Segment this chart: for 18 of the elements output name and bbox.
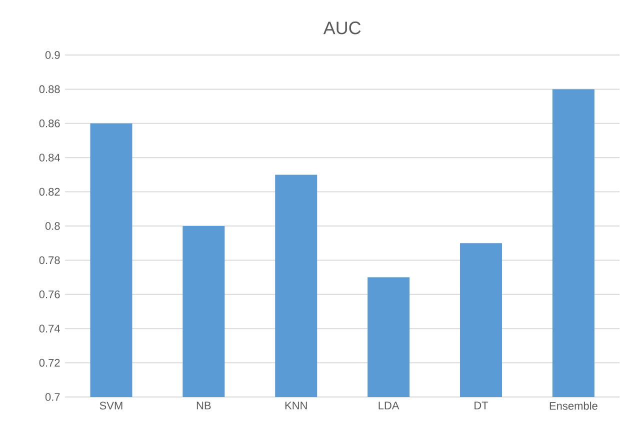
x-tick-label: SVM: [100, 402, 122, 410]
y-tick-label: 0.74: [39, 324, 60, 332]
x-tick-label: KNN: [285, 402, 307, 410]
y-tick-label: 0.78: [39, 256, 60, 264]
y-tick-label: 0.9: [45, 51, 60, 59]
chart-title: AUC: [323, 22, 361, 34]
y-tick-label: 0.82: [39, 188, 60, 196]
y-tick-label: 0.86: [39, 120, 60, 128]
y-tick-label: 0.7: [45, 393, 60, 401]
y-tick-label: 0.84: [39, 154, 60, 162]
x-tick-label: Ensemble: [550, 402, 598, 410]
y-tick-label: 0.76: [39, 290, 60, 298]
y-tick-label: 0.8: [45, 222, 60, 230]
x-tick-label: LDA: [378, 402, 400, 410]
x-tick-label: NB: [196, 402, 211, 410]
y-tick-label: 0.72: [39, 358, 60, 367]
y-tick-label: 0.88: [39, 85, 60, 94]
x-tick-label: DT: [474, 402, 488, 410]
